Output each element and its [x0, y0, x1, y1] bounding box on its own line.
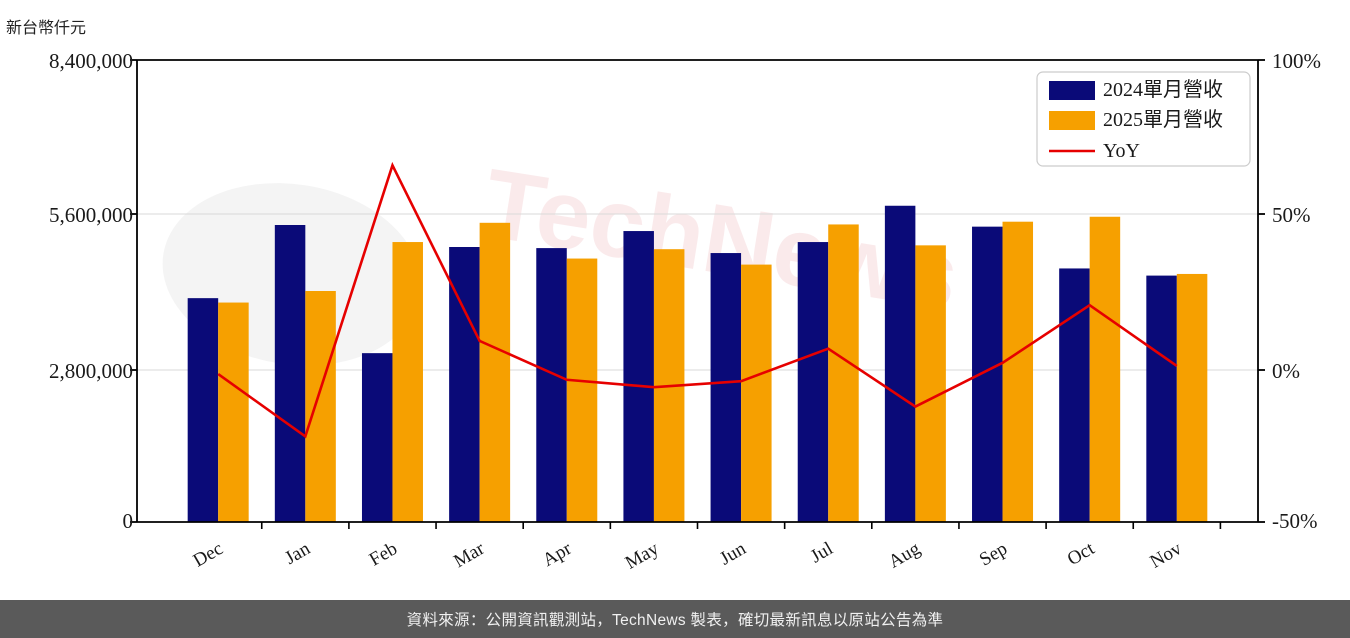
svg-text:YoY: YoY — [1103, 140, 1140, 162]
svg-text:Jan: Jan — [281, 538, 314, 569]
svg-text:Jun: Jun — [716, 538, 750, 570]
svg-text:2025單月營收: 2025單月營收 — [1103, 108, 1223, 131]
svg-text:2024單月營收: 2024單月營收 — [1103, 78, 1223, 101]
svg-text:2,800,000: 2,800,000 — [49, 359, 133, 383]
svg-text:Mar: Mar — [450, 538, 488, 572]
svg-text:8,400,000: 8,400,000 — [49, 49, 133, 73]
svg-text:Oct: Oct — [1064, 538, 1099, 570]
svg-text:100%: 100% — [1272, 49, 1321, 73]
svg-text:-50%: -50% — [1272, 509, 1318, 533]
svg-text:Nov: Nov — [1146, 538, 1185, 573]
svg-text:0%: 0% — [1272, 359, 1300, 383]
svg-text:May: May — [622, 538, 663, 574]
svg-text:Dec: Dec — [190, 538, 227, 571]
svg-text:Aug: Aug — [885, 538, 924, 573]
svg-text:50%: 50% — [1272, 203, 1311, 227]
svg-text:0: 0 — [123, 509, 134, 533]
svg-text:Feb: Feb — [366, 538, 401, 570]
svg-text:Jul: Jul — [807, 538, 837, 567]
svg-text:Sep: Sep — [976, 538, 1011, 570]
svg-text:Apr: Apr — [539, 538, 576, 571]
svg-text:5,600,000: 5,600,000 — [49, 203, 133, 227]
